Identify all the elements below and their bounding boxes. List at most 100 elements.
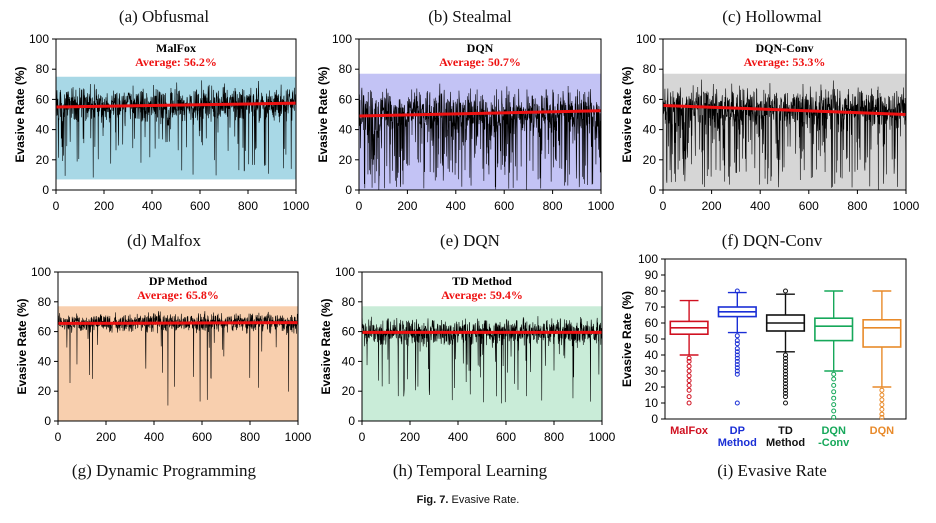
y-tick-label: 10: [645, 396, 659, 410]
y-tick-label: 60: [339, 92, 353, 106]
y-tick-label: 90: [645, 268, 659, 282]
shaded-band: [362, 306, 602, 421]
outlier-point: [783, 365, 788, 371]
y-tick-label: 80: [339, 62, 353, 76]
y-tick-label: 100: [31, 265, 51, 279]
y-tick-label: 60: [38, 325, 52, 339]
y-tick-label: 60: [342, 325, 356, 339]
outlier-point: [783, 390, 788, 396]
category-label: MalFox: [670, 425, 709, 437]
outlier-point: [734, 333, 740, 339]
average-trend-line: [358, 109, 602, 118]
y-tick-label: 40: [645, 348, 659, 362]
y-tick-label: 60: [36, 92, 50, 106]
y-tick-label: 100: [29, 32, 49, 46]
x-tick-label: 0: [55, 430, 62, 444]
y-tick-label: 20: [339, 153, 353, 167]
outlier-point: [879, 392, 885, 398]
panel-title-b: (b) Stealmal: [428, 7, 512, 26]
x-tick-label: 200: [397, 199, 417, 213]
category-label: DQN: [821, 425, 846, 437]
outlier-point: [734, 346, 740, 352]
y-tick-label: 60: [645, 316, 659, 330]
y-tick-label: 0: [345, 183, 352, 197]
x-tick-label: 600: [496, 430, 516, 444]
outlier-point: [831, 408, 837, 414]
y-tick-label: 80: [643, 62, 657, 76]
x-tick-label: 400: [142, 199, 162, 213]
outlier-point: [879, 406, 885, 412]
outlier-point: [686, 382, 692, 388]
y-tick-label: 20: [38, 384, 52, 398]
outlier-point: [831, 382, 837, 388]
outlier-point: [783, 288, 788, 294]
y-tick-label: 0: [44, 414, 51, 428]
average-label: Average: 65.8%: [137, 288, 219, 302]
x-tick-label: 400: [448, 430, 468, 444]
iqr-box: [862, 318, 902, 348]
y-tick-label: 40: [643, 123, 657, 137]
outlier-point: [879, 402, 885, 408]
average-label: Average: 56.2%: [135, 55, 217, 69]
x-tick-label: 600: [192, 430, 212, 444]
inset-title: DP Method: [149, 274, 208, 288]
y-axis-label: Evasive Rate (%): [319, 298, 333, 394]
outlier-point: [734, 352, 740, 358]
shaded-band: [56, 76, 296, 180]
outlier-point: [686, 373, 692, 379]
y-axis-label: Evasive Rate (%): [15, 298, 29, 394]
outlier-point: [734, 288, 740, 294]
x-tick-label: 1000: [893, 199, 920, 213]
category-label: TD: [778, 425, 793, 437]
bottom-title-h: (h) Temporal Learning: [393, 461, 548, 480]
iqr-box: [814, 317, 854, 342]
average-label: Average: 59.4%: [441, 288, 523, 302]
panel-title-f: (f) DQN-Conv: [722, 231, 823, 250]
y-tick-label: 40: [38, 354, 52, 368]
y-tick-label: 40: [339, 123, 353, 137]
outlier-point: [783, 358, 788, 364]
average-label: Average: 53.3%: [744, 55, 826, 69]
x-tick-label: 800: [240, 430, 260, 444]
y-axis-label: Evasive Rate (%): [13, 66, 27, 162]
outlier-point: [734, 349, 740, 355]
outlier-point: [831, 371, 837, 377]
x-tick-label: 400: [144, 430, 164, 444]
y-tick-label: 0: [649, 183, 656, 197]
y-tick-label: 20: [645, 380, 659, 394]
panel-title-d: (d) Malfox: [127, 231, 202, 250]
x-tick-label: 0: [359, 430, 366, 444]
outlier-point: [734, 368, 740, 374]
x-tick-label: 0: [356, 199, 363, 213]
x-tick-label: 1000: [588, 199, 615, 213]
x-tick-label: 800: [544, 430, 564, 444]
figure-caption: Fig. 7. Evasive Rate.: [0, 494, 936, 506]
y-axis-label: Evasive Rate (%): [620, 66, 634, 162]
y-tick-label: 100: [332, 32, 352, 46]
outlier-point: [879, 414, 885, 420]
outlier-point: [686, 355, 692, 361]
y-tick-label: 100: [636, 32, 656, 46]
y-tick-label: 80: [38, 295, 52, 309]
outlier-point: [831, 402, 837, 408]
y-tick-label: 0: [42, 183, 49, 197]
outlier-point: [783, 352, 788, 358]
outlier-point: [686, 368, 692, 374]
x-tick-label: 600: [494, 199, 514, 213]
x-tick-label: 200: [702, 199, 722, 213]
inset-title: DQN: [467, 41, 494, 55]
outlier-point: [734, 338, 740, 344]
plot-frame: [361, 271, 603, 422]
y-tick-label: 20: [36, 153, 50, 167]
x-tick-label: 0: [53, 199, 60, 213]
panel-title-e: (e) DQN: [440, 231, 500, 250]
x-tick-label: 200: [400, 430, 420, 444]
x-tick-label: 800: [543, 199, 563, 213]
outlier-point: [686, 400, 692, 406]
x-tick-label: 1000: [285, 430, 312, 444]
evasive-rate-trace: [662, 79, 907, 190]
